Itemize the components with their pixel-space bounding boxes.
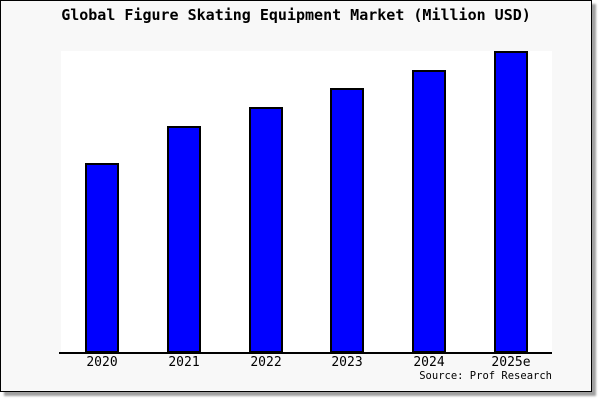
source-credit: Source: Prof Research [419, 370, 552, 382]
x-tick-label-2022: 2022 [250, 355, 282, 370]
chart-figure: Global Figure Skating Equipment Market (… [0, 0, 592, 392]
x-tick-label-2025e: 2025e [491, 355, 531, 370]
x-axis-line [59, 352, 552, 354]
bar-2025e [494, 51, 528, 353]
x-tick-label-2024: 2024 [413, 355, 445, 370]
bar-2024 [412, 70, 446, 353]
x-tick-label-2021: 2021 [168, 355, 200, 370]
bar-2022 [249, 107, 283, 353]
chart-title: Global Figure Skating Equipment Market (… [61, 6, 531, 24]
x-tick-label-2020: 2020 [86, 355, 118, 370]
plot-area [61, 51, 552, 353]
bar-2021 [167, 126, 201, 353]
bar-2020 [85, 163, 119, 353]
bar-2023 [330, 88, 364, 353]
x-tick-label-2023: 2023 [331, 355, 363, 370]
